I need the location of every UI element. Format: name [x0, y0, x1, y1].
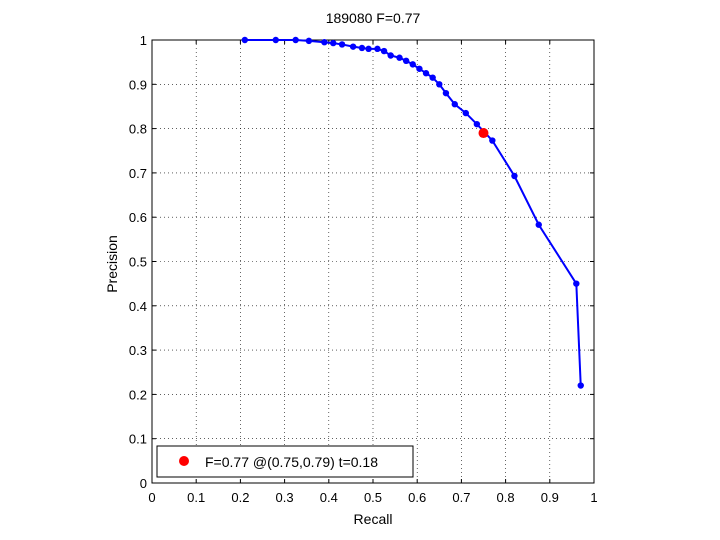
data-point — [577, 382, 584, 389]
y-tick-label: 0 — [140, 476, 147, 491]
plot-area: 0 0.1 0.2 0.3 0.4 0.5 0.6 0.7 0.8 0.9 1 0 0.1 0.2 0.3… — [129, 33, 598, 505]
data-point — [436, 81, 443, 88]
y-axis-label: Precision — [104, 235, 120, 293]
x-tick-label: 0.9 — [541, 490, 559, 505]
data-point — [573, 280, 580, 287]
data-point — [473, 120, 481, 128]
x-tick-label: 0.5 — [364, 490, 382, 505]
legend: F=0.77 @(0.75,0.79) t=0.18 — [156, 445, 414, 478]
grid — [152, 40, 594, 483]
legend-marker — [179, 456, 189, 466]
x-tick-label: 0.3 — [276, 490, 294, 505]
x-tick-label: 0 — [148, 490, 155, 505]
legend-box — [156, 445, 414, 478]
chart-title: 189080 F=0.77 — [326, 10, 421, 26]
data-point — [272, 36, 279, 44]
data-point — [429, 74, 436, 81]
data-point — [380, 47, 388, 55]
x-axis-label: Recall — [354, 511, 393, 527]
data-point — [241, 36, 249, 44]
x-tick-label: 0.8 — [497, 490, 515, 505]
data-point — [292, 36, 299, 44]
data-point — [511, 172, 518, 180]
y-tick-label: 0.8 — [129, 122, 147, 137]
data-point — [462, 109, 470, 117]
data-point — [416, 65, 423, 72]
data-point — [489, 137, 496, 144]
data-point — [535, 221, 542, 228]
data-point — [321, 39, 328, 46]
data-point — [422, 70, 430, 77]
data-point — [365, 45, 372, 53]
x-tick-label: 0.1 — [187, 490, 205, 505]
data-point — [358, 44, 366, 52]
y-tick-label: 0.5 — [129, 255, 147, 270]
data-point — [349, 43, 357, 50]
y-tick-label: 0.1 — [129, 432, 147, 447]
y-tick-label: 0.2 — [129, 387, 147, 402]
x-tick-label: 0.2 — [231, 490, 249, 505]
data-point — [442, 89, 450, 97]
data-point — [330, 39, 337, 47]
y-tick-label: 1 — [140, 33, 147, 48]
data-point — [387, 52, 394, 59]
y-tick-label: 0.4 — [129, 299, 147, 314]
data-point — [374, 45, 381, 53]
data-point — [305, 37, 313, 45]
series-layer — [241, 36, 584, 389]
x-tick-label: 1 — [590, 490, 597, 505]
y-tick-label: 0.9 — [129, 77, 147, 92]
x-tick-label: 0.7 — [452, 490, 470, 505]
data-point — [338, 41, 346, 48]
y-tick-label: 0.6 — [129, 210, 147, 225]
y-tick-label: 0.7 — [129, 166, 147, 181]
x-axis: 0 0.1 0.2 0.3 0.4 0.5 0.6 0.7 0.8 0.9 1 — [148, 40, 598, 505]
data-point — [396, 54, 403, 61]
best-f-point — [478, 128, 489, 139]
x-tick-label: 0.4 — [320, 490, 338, 505]
y-tick-label: 0.3 — [129, 343, 147, 358]
x-tick-label: 0.6 — [408, 490, 426, 505]
data-point — [409, 61, 416, 68]
data-point — [451, 101, 458, 108]
legend-label: F=0.77 @(0.75,0.79) t=0.18 — [205, 454, 378, 470]
data-point — [402, 57, 410, 65]
y-axis: 0 0.1 0.2 0.3 0.4 0.5 0.6 0.7 0.8 0.9 1 — [129, 33, 594, 491]
